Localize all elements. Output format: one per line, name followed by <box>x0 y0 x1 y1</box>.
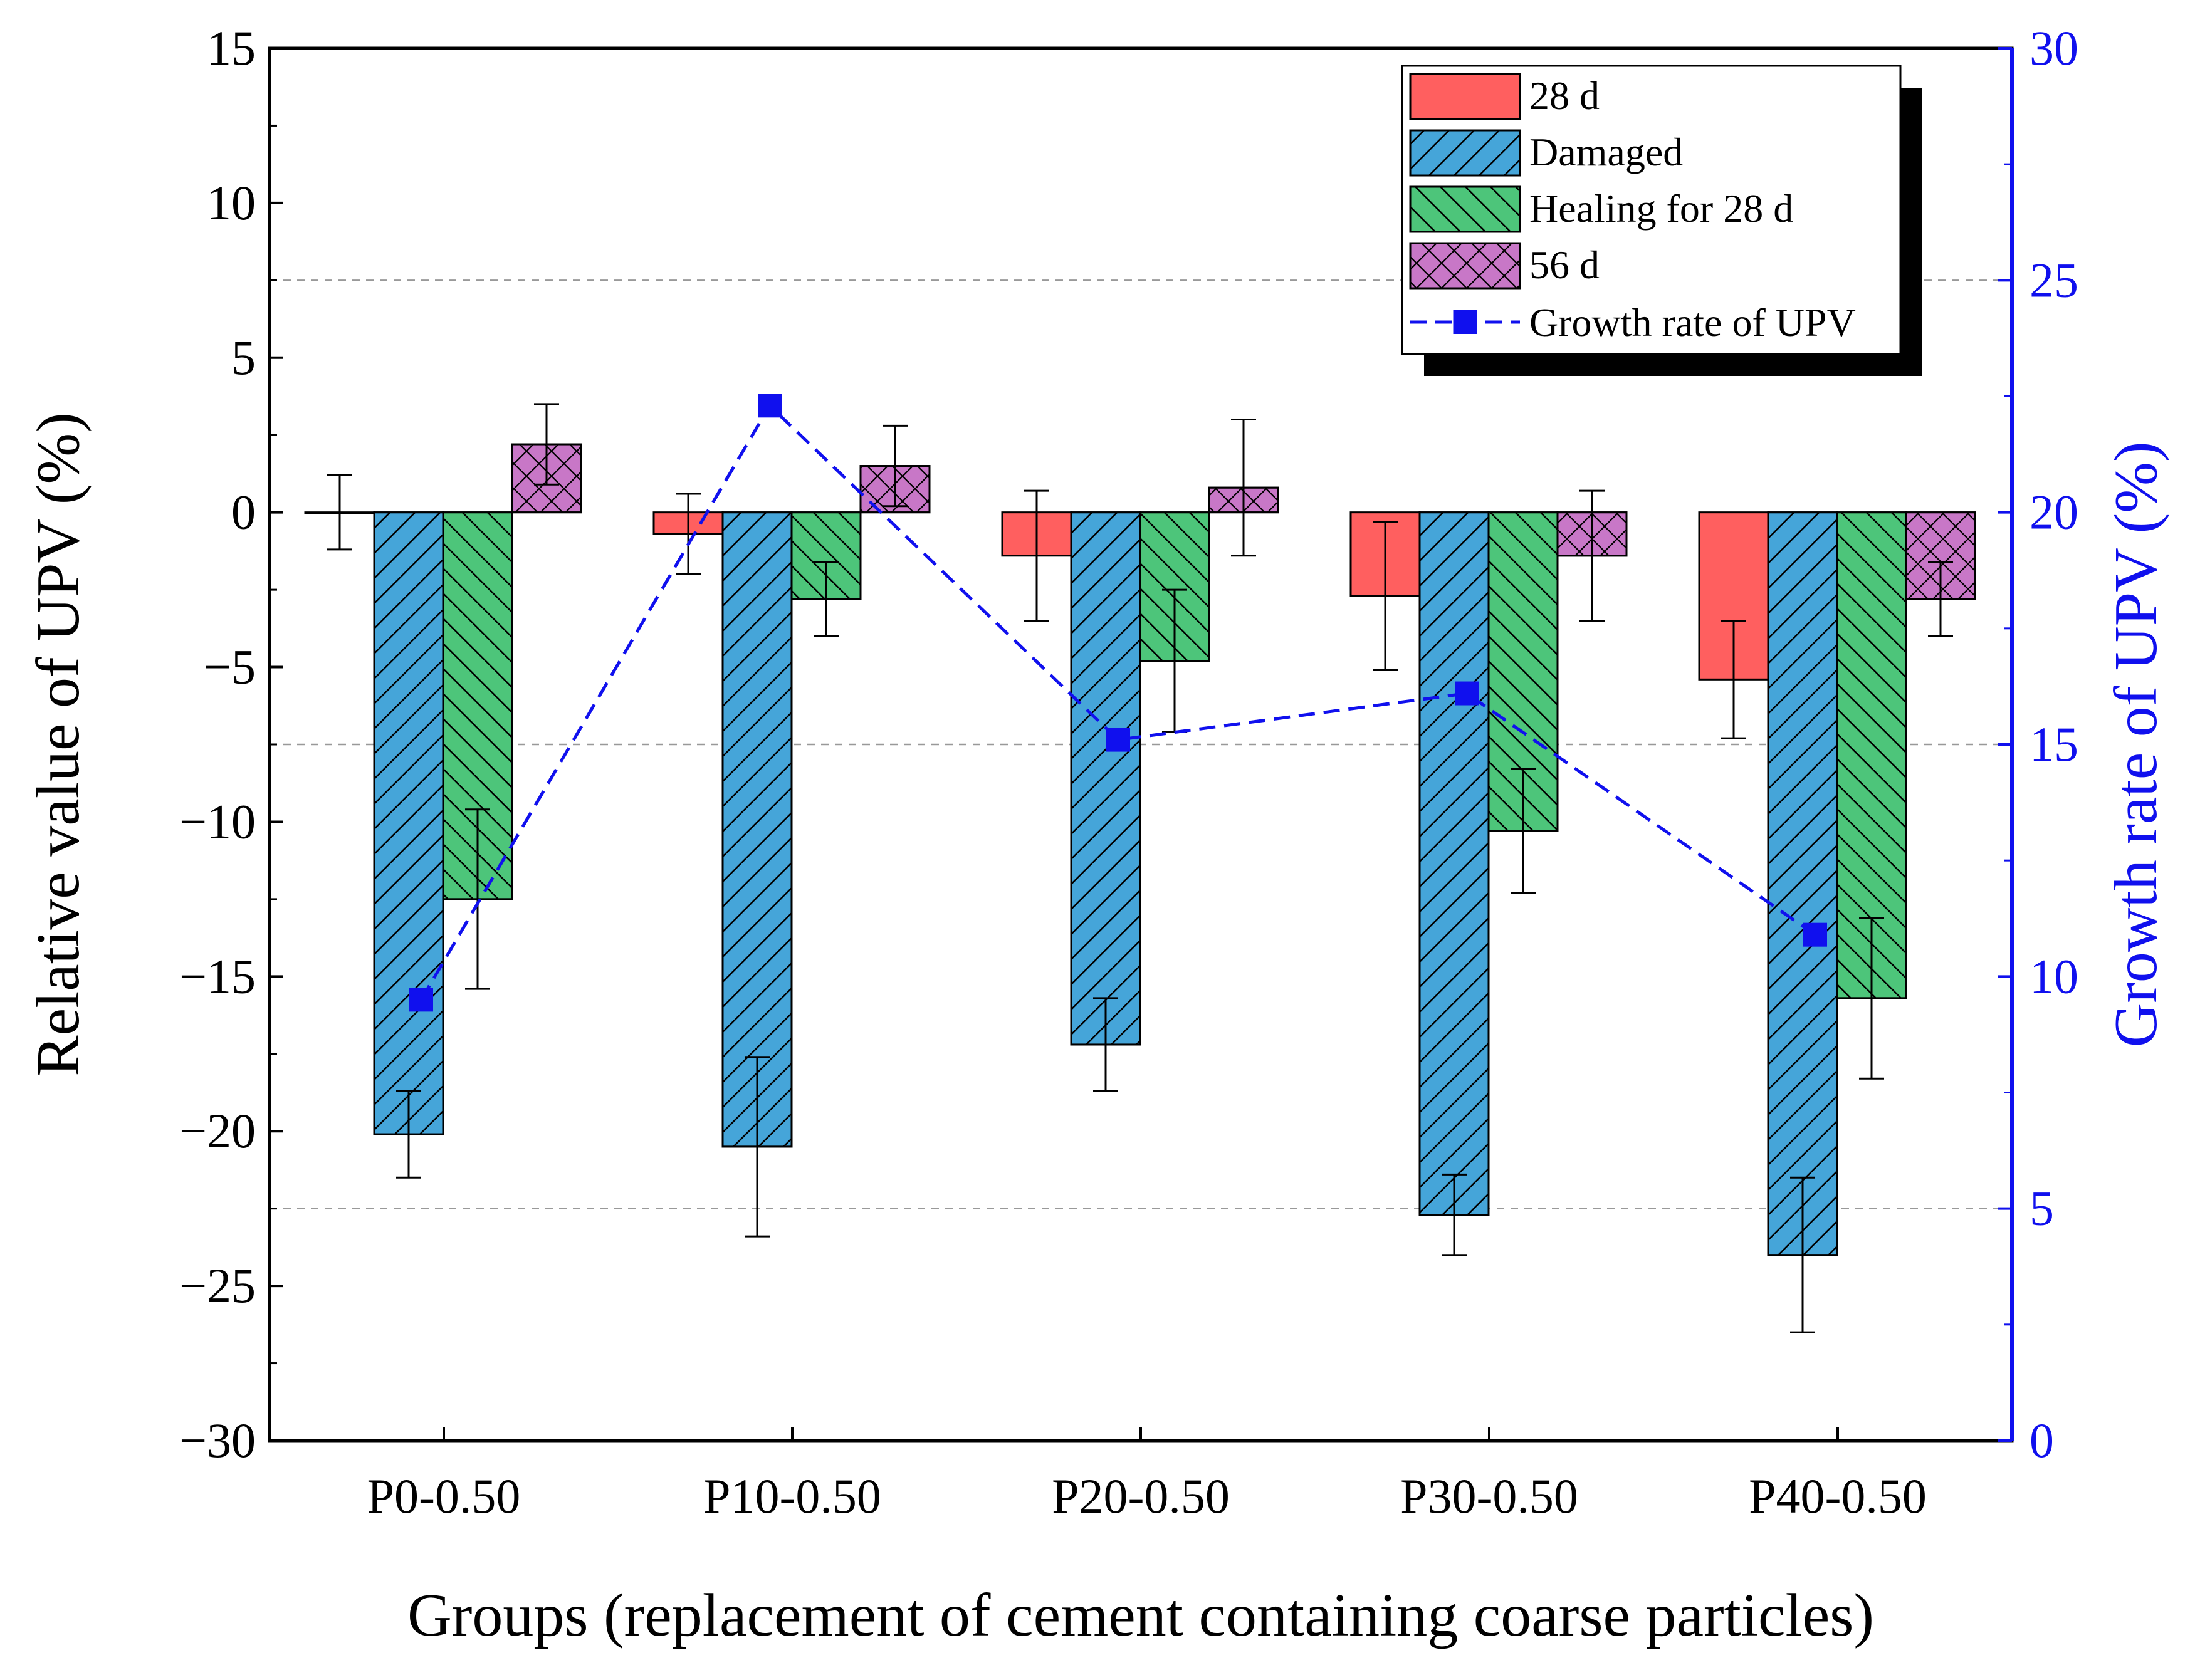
x-axis-ticks: P0-0.50 P10-0.50 P20-0.50 P30-0.50 P40-0.50 <box>367 1427 1927 1523</box>
right-tick-label: 0 <box>2030 1413 2054 1468</box>
legend-item-56-d: 56 d <box>1409 242 1600 290</box>
x-tick-label-p0-0-50: P0-0.50 <box>367 1469 521 1523</box>
error-bar-28-d-p20-0-50 <box>1024 489 1049 622</box>
legend-item-healing-for-28-d: Healing for 28 d <box>1409 185 1793 233</box>
growth-rate-point-p10-0-50 <box>758 394 782 418</box>
legend-item-damaged: Damaged <box>1409 129 1683 177</box>
y-axis-title: Relative value of UPV (%) <box>24 412 92 1077</box>
right-tick-label: 15 <box>2030 717 2078 771</box>
right-tick-label: 25 <box>2030 253 2078 307</box>
error-bar-healing-for-28-d-p10-0-50 <box>814 561 839 637</box>
growth-rate-line-path <box>419 403 1816 1001</box>
legend-label: 56 d <box>1529 243 1600 287</box>
legend-label: 28 d <box>1529 73 1600 118</box>
bar-damaged-p0-0-50-hatch <box>373 511 444 1135</box>
bar-damaged-p40-0-50-hatch <box>1767 511 1838 1256</box>
growth-rate-point-p0-0-50 <box>409 988 433 1012</box>
left-tick-label: −10 <box>179 794 256 848</box>
x-axis-title: Groups (replacement of cement containing… <box>407 1582 1874 1649</box>
x-tick-label-p40-0-50: P40-0.50 <box>1749 1469 1927 1523</box>
growth-rate-point-p40-0-50 <box>1803 922 1827 947</box>
legend-label: Damaged <box>1529 130 1683 174</box>
left-tick-label: −20 <box>179 1103 256 1158</box>
right-tick-label: 20 <box>2030 485 2078 540</box>
error-bar-56-d-p0-0-50 <box>534 403 559 486</box>
left-tick-label: 10 <box>207 175 256 230</box>
error-bar-healing-for-28-d-p0-0-50 <box>465 808 490 990</box>
legend: 28 d Damaged Healing for 28 d 56 d Growth ra… <box>1401 65 1922 376</box>
left-tick-label: 0 <box>231 485 256 540</box>
error-bar-56-d-p10-0-50 <box>883 424 908 508</box>
error-bar-healing-for-28-d-p30-0-50 <box>1511 768 1536 894</box>
legend-label: Growth rate of UPV <box>1529 300 1856 345</box>
bar-damaged-p20-0-50-hatch <box>1070 511 1141 1046</box>
legend-marker <box>1453 310 1477 334</box>
error-bar-damaged-p20-0-50 <box>1093 997 1118 1092</box>
error-bar-damaged-p40-0-50 <box>1790 1176 1815 1333</box>
left-tick-label: −15 <box>179 949 256 1003</box>
error-bar-56-d-p40-0-50 <box>1928 561 1953 637</box>
left-tick-label: 5 <box>231 330 256 385</box>
left-tick-label: −30 <box>179 1413 256 1468</box>
left-tick-label: −5 <box>204 640 256 694</box>
legend-item-growth-rate: Growth rate of UPV <box>1410 300 1856 345</box>
legend-item-28-d: 28 d <box>1409 73 1600 120</box>
error-bar-damaged-p30-0-50 <box>1442 1173 1467 1256</box>
error-bar-damaged-p0-0-50 <box>396 1090 421 1179</box>
error-bar-56-d-p30-0-50 <box>1579 489 1605 622</box>
right-axis-ticks: 0 5 10 15 20 25 30 <box>1998 21 2078 1468</box>
error-bar-damaged-p10-0-50 <box>745 1056 770 1238</box>
left-tick-label: 15 <box>207 21 256 75</box>
right-tick-label: 10 <box>2030 949 2078 1003</box>
error-bars <box>327 403 1953 1333</box>
error-bar-56-d-p20-0-50 <box>1231 419 1256 557</box>
left-axis-ticks: −30 −25 −20 −15 −10 −5 0 5 10 15 <box>179 21 283 1468</box>
legend-label: Healing for 28 d <box>1529 186 1793 231</box>
growth-rate-point-p20-0-50 <box>1106 728 1130 752</box>
right-tick-label: 5 <box>2030 1181 2054 1236</box>
growth-rate-line <box>409 394 1827 1012</box>
bar-damaged-p30-0-50-hatch <box>1418 511 1490 1216</box>
x-tick-label-p30-0-50: P30-0.50 <box>1400 1469 1578 1523</box>
error-bar-28-d-p30-0-50 <box>1373 520 1398 671</box>
error-bar-28-d-p10-0-50 <box>676 493 701 575</box>
x-tick-label-p10-0-50: P10-0.50 <box>703 1469 881 1523</box>
bar-damaged-p10-0-50-hatch <box>721 511 793 1148</box>
legend-swatch <box>1409 73 1521 120</box>
bars <box>304 443 1976 1256</box>
x-tick-label-p20-0-50: P20-0.50 <box>1052 1469 1230 1523</box>
error-bar-28-d-p40-0-50 <box>1721 619 1746 739</box>
growth-rate-point-p30-0-50 <box>1455 681 1479 706</box>
error-bar-28-d-p0-0-50 <box>327 474 352 551</box>
right-tick-label: 30 <box>2030 21 2078 75</box>
error-bar-healing-for-28-d-p40-0-50 <box>1859 917 1884 1080</box>
y2-axis-title: Growth rate of UPV (%) <box>2102 441 2170 1047</box>
left-tick-label: −25 <box>179 1258 256 1313</box>
